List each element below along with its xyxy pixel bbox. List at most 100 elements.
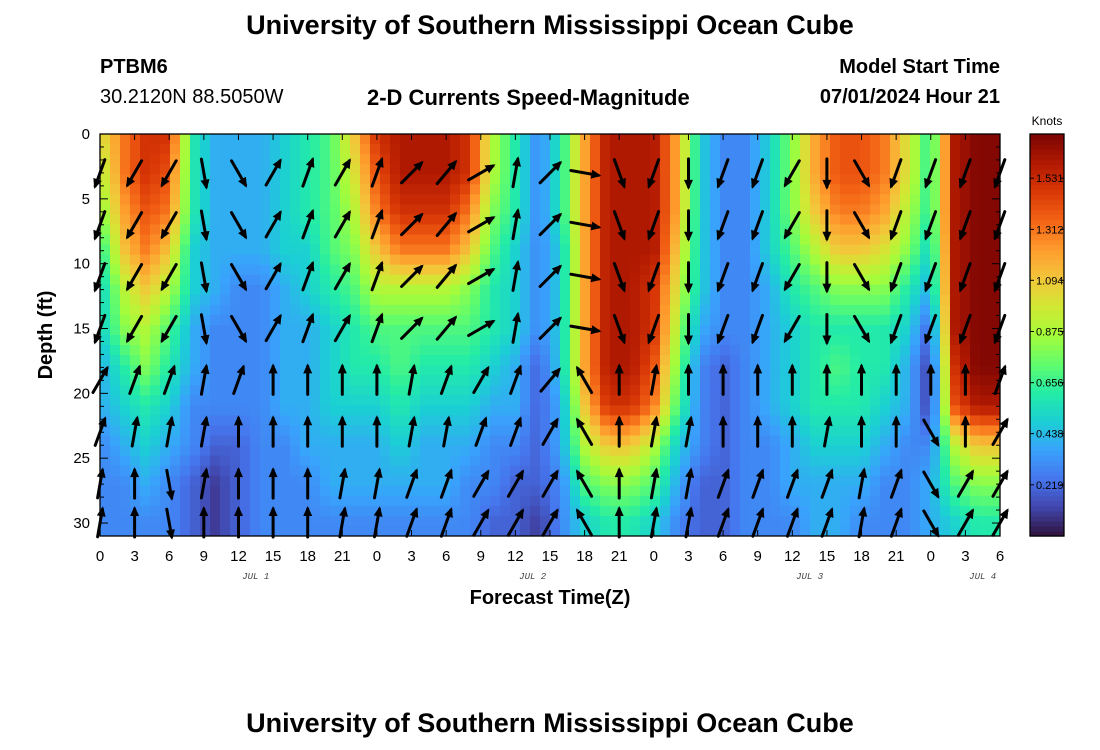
heatmap-cell <box>330 385 341 396</box>
heatmap-cell <box>430 224 441 236</box>
heatmap-cell <box>120 214 131 226</box>
heatmap-cell <box>680 134 691 145</box>
current-vector <box>958 210 972 241</box>
heatmap-cell <box>550 244 561 256</box>
current-vector <box>439 364 453 395</box>
heatmap-cell <box>770 335 781 346</box>
heatmap-cell <box>700 244 711 256</box>
heatmap-cell <box>430 244 441 256</box>
heatmap-cell <box>310 525 321 536</box>
heatmap-cell <box>150 314 161 326</box>
heatmap-cell <box>400 375 411 386</box>
heatmap-cell <box>810 345 821 356</box>
heatmap-cell <box>350 445 361 457</box>
current-vector <box>372 415 382 448</box>
heatmap-cell <box>810 395 821 406</box>
current-vector <box>822 261 832 294</box>
heatmap-cell <box>940 475 951 487</box>
heatmap-cell <box>870 475 881 487</box>
heatmap-cell <box>800 525 811 536</box>
heatmap-cell <box>310 184 321 195</box>
heatmap-cell <box>960 294 971 306</box>
heatmap-cell <box>480 405 491 416</box>
heatmap-cell <box>660 134 671 145</box>
heatmap-cell <box>300 355 311 366</box>
current-vector <box>400 316 424 340</box>
heatmap-cell <box>380 465 391 477</box>
heatmap-cell <box>630 395 641 406</box>
heatmap-cell <box>540 154 551 165</box>
heatmap-cell <box>630 224 641 236</box>
current-vector <box>301 156 315 188</box>
heatmap-cell <box>910 385 921 396</box>
current-vector <box>400 264 424 288</box>
heatmap-cell <box>540 264 551 276</box>
heatmap-cell <box>810 244 821 256</box>
colorbar-swatch <box>1030 319 1064 326</box>
heatmap-cell <box>680 505 691 517</box>
heatmap-cell <box>910 485 921 497</box>
heatmap-cell <box>750 244 761 256</box>
heatmap-cell <box>230 435 241 447</box>
heatmap-cell <box>990 224 1000 236</box>
heatmap-cell <box>560 475 571 487</box>
heatmap-cell <box>120 274 131 286</box>
heatmap-cell <box>640 214 651 226</box>
heatmap-cell <box>250 224 261 236</box>
heatmap-cell <box>180 445 191 457</box>
heatmap-cell <box>630 525 641 536</box>
heatmap-cell <box>870 385 881 396</box>
heatmap-cell <box>810 224 821 236</box>
heatmap-cell <box>320 365 331 376</box>
heatmap-cell <box>740 304 751 316</box>
vector-head <box>341 261 351 273</box>
heatmap-cell <box>920 405 931 416</box>
heatmap-cell <box>120 234 131 246</box>
heatmap-cell <box>620 505 631 517</box>
heatmap-cell <box>110 304 121 316</box>
heatmap-cell <box>980 294 991 306</box>
heatmap-cell <box>250 455 261 467</box>
heatmap-cell <box>270 515 281 527</box>
heatmap-cell <box>140 264 151 276</box>
heatmap-cell <box>140 304 151 316</box>
current-vector <box>301 208 315 240</box>
x-tick-label: 12 <box>784 548 801 565</box>
heatmap-cell <box>930 335 941 346</box>
heatmap-cell <box>740 284 751 296</box>
heatmap-cell <box>620 194 631 205</box>
heatmap-cell <box>420 264 431 276</box>
heatmap-cell <box>930 264 941 276</box>
heatmap-cell <box>310 224 321 236</box>
current-vector <box>230 314 247 344</box>
heatmap-cell <box>170 475 181 487</box>
heatmap-cell <box>580 254 591 266</box>
heatmap-cell <box>520 405 531 416</box>
heatmap-cell <box>320 174 331 185</box>
heatmap-cell <box>990 304 1000 316</box>
heatmap-cell <box>570 335 581 346</box>
heatmap-cell <box>140 274 151 286</box>
heatmap-cell <box>830 294 841 306</box>
heatmap-cell <box>800 194 811 205</box>
heatmap-cell <box>170 224 181 236</box>
heatmap-cell <box>360 525 371 536</box>
current-vector <box>684 467 695 500</box>
heatmap-cell <box>370 495 381 507</box>
heatmap-cell <box>960 304 971 316</box>
heatmap-cell <box>360 485 371 497</box>
colorbar-swatch <box>1030 400 1064 406</box>
heatmap-cell <box>410 355 421 366</box>
heatmap-cell <box>110 425 121 437</box>
heatmap-cell <box>300 254 311 266</box>
heatmap-cell <box>230 224 241 236</box>
heatmap-cell <box>450 485 461 497</box>
heatmap-cell <box>130 204 141 215</box>
heatmap-cell <box>590 224 601 236</box>
heatmap-cell <box>800 224 811 236</box>
heatmap-cell <box>580 234 591 246</box>
heatmap-cell <box>600 174 611 185</box>
heatmap-cell <box>510 405 521 416</box>
heatmap-cell <box>750 385 761 396</box>
heatmap-cell <box>800 184 811 195</box>
